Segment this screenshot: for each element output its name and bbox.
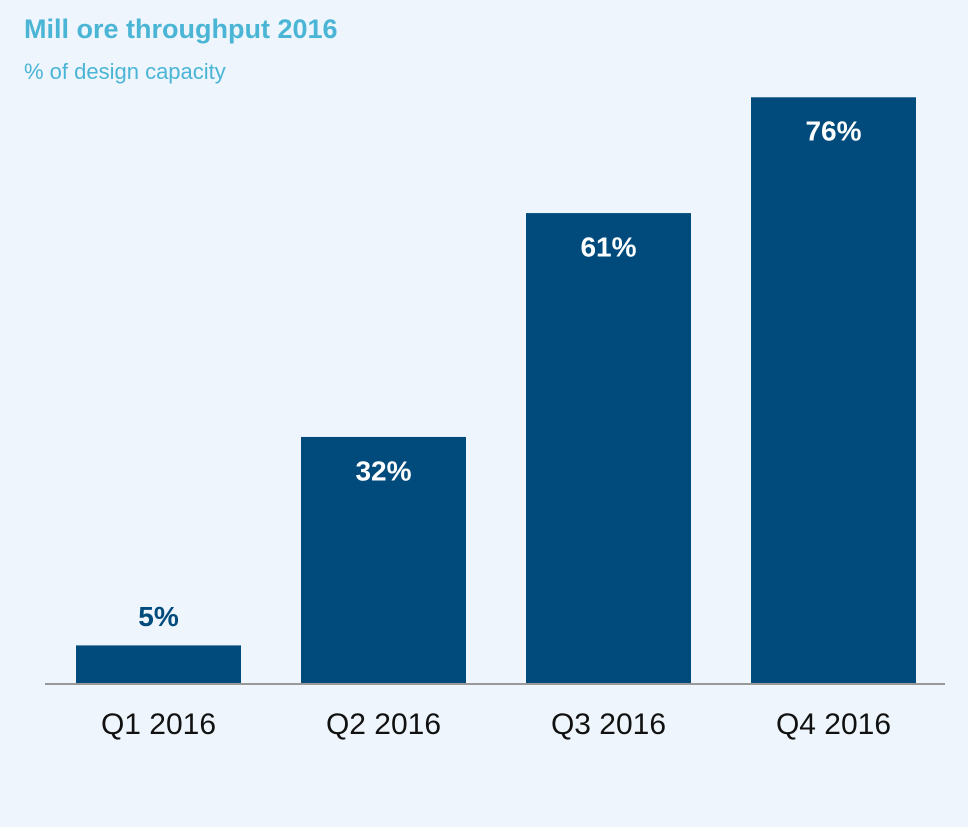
- bar: [301, 436, 466, 684]
- bar: [526, 213, 691, 684]
- bar: [751, 97, 916, 684]
- chart-title: Mill ore throughput 2016: [24, 14, 338, 44]
- chart-subtitle: % of design capacity: [24, 59, 226, 84]
- x-tick-label: Q2 2016: [326, 708, 441, 741]
- value-label: 32%: [355, 455, 411, 486]
- x-tick-label: Q3 2016: [551, 708, 666, 741]
- value-label: 61%: [580, 231, 636, 262]
- x-tick-label: Q1 2016: [101, 708, 216, 741]
- value-label: 5%: [138, 601, 179, 632]
- bar: [76, 645, 241, 684]
- value-label: 76%: [805, 116, 861, 147]
- x-tick-label: Q4 2016: [776, 708, 891, 741]
